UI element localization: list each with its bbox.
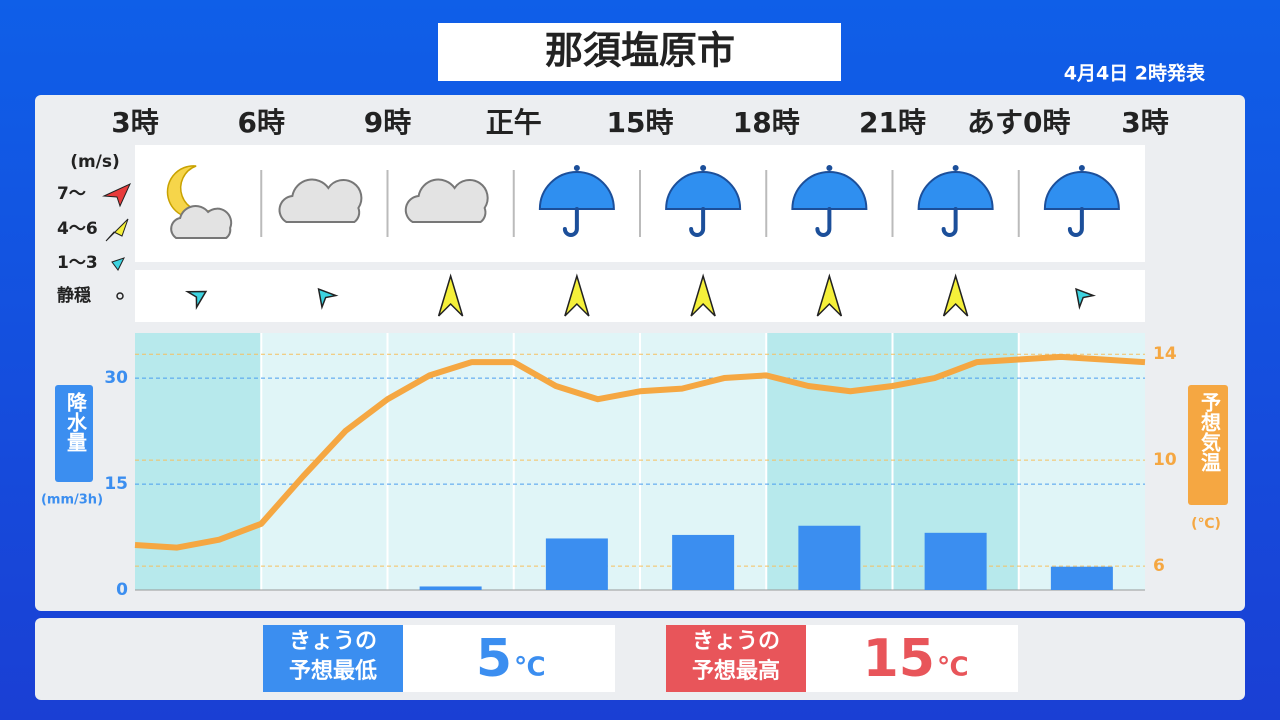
x-tick-label: 21時 [859, 106, 926, 139]
y-tick-label: 30 [104, 368, 128, 388]
y2-label: 予想気温 [1198, 392, 1222, 472]
low-value-box [403, 625, 615, 692]
high-label: 予想最高 [692, 658, 780, 684]
umbrella-handle [562, 207, 579, 237]
high-label-box [666, 625, 806, 692]
high-value-box [806, 625, 1018, 692]
y-unit: (mm/3h) [41, 493, 103, 508]
bar [1050, 566, 1113, 590]
low-label-box [263, 625, 403, 692]
umbrella-handle [689, 207, 706, 237]
umbrella-tip [700, 165, 707, 171]
bar [798, 525, 861, 590]
wind-arrow [437, 273, 464, 317]
y2-unit: (℃) [1191, 516, 1221, 532]
wind-key-mid [105, 218, 129, 242]
umbrella-icon [791, 171, 868, 210]
bar [924, 532, 987, 590]
high-unit: ℃ [937, 653, 968, 683]
wind-key-light [111, 257, 125, 271]
umbrella-tip [826, 165, 833, 171]
night-shade [135, 333, 261, 590]
y-label: 降水量 [64, 391, 88, 452]
y2-tick-label: 14 [1153, 344, 1177, 364]
y2-tick-label: 6 [1153, 556, 1165, 576]
x-tick-label: 3時 [111, 106, 158, 139]
wind-arrow [317, 287, 339, 310]
umbrella-handle [1067, 207, 1084, 237]
x-tick-label: 18時 [733, 106, 800, 139]
umbrella-icon [665, 171, 742, 210]
summary-panel [35, 618, 1245, 700]
umbrella-tip [1078, 165, 1085, 171]
low-label: 予想最低 [289, 659, 377, 684]
wind-arrow [816, 273, 843, 317]
y-label-box [55, 385, 93, 482]
wind-arrow [184, 290, 208, 310]
temperature-line [134, 353, 1146, 551]
cloud-icon [404, 178, 489, 223]
issued: 4月4日 2時発表 [1064, 62, 1206, 85]
umbrella-icon [1043, 171, 1120, 210]
x-tick-label: あす0時 [967, 106, 1070, 139]
x-tick-label: 15時 [607, 106, 674, 139]
y-tick-label: 15 [104, 474, 128, 494]
wind-level: 7〜 [57, 184, 86, 204]
wind-arrow [564, 273, 590, 317]
wind-key-strong [102, 182, 132, 208]
x-tick-label: 9時 [364, 106, 411, 139]
umbrella-icon [917, 171, 994, 210]
icons [166, 165, 1120, 317]
umbrella-icon [538, 171, 615, 210]
title: 那須塩原市 [545, 29, 735, 73]
umbrella-handle [815, 207, 832, 237]
x-tick-label: 正午 [486, 106, 542, 139]
low-value: 5 [476, 629, 512, 689]
umbrella-tip [952, 165, 959, 171]
high-label: きょうの [692, 629, 780, 654]
umbrella-handle [941, 207, 958, 237]
wind-row [135, 270, 1145, 322]
cloud-icon [278, 178, 363, 223]
wind-arrow [942, 273, 969, 317]
y2-tick-label: 10 [1153, 450, 1177, 470]
bar [545, 538, 608, 590]
wind-unit: (m/s) [70, 152, 120, 172]
wind-arrow [690, 273, 716, 317]
umbrella-tip [573, 165, 580, 171]
wind-level: 1〜3 [57, 253, 98, 273]
x-tick-label: 6時 [238, 106, 285, 139]
bar [672, 534, 735, 590]
cloud-icon [170, 205, 233, 239]
title-box [438, 23, 841, 81]
y-tick-label: 0 [116, 580, 128, 600]
x-tick-label: 3時 [1121, 106, 1168, 139]
wind-level: 静穏 [57, 285, 91, 306]
high-value: 15 [863, 629, 935, 689]
wind-arrow [1075, 287, 1097, 310]
low-unit: ℃ [514, 653, 545, 683]
y2-label-box [1188, 385, 1228, 505]
wind-level: 4〜6 [57, 219, 98, 239]
low-label: きょうの [289, 629, 377, 654]
wind-key-calm [116, 292, 124, 300]
bar [419, 586, 482, 590]
